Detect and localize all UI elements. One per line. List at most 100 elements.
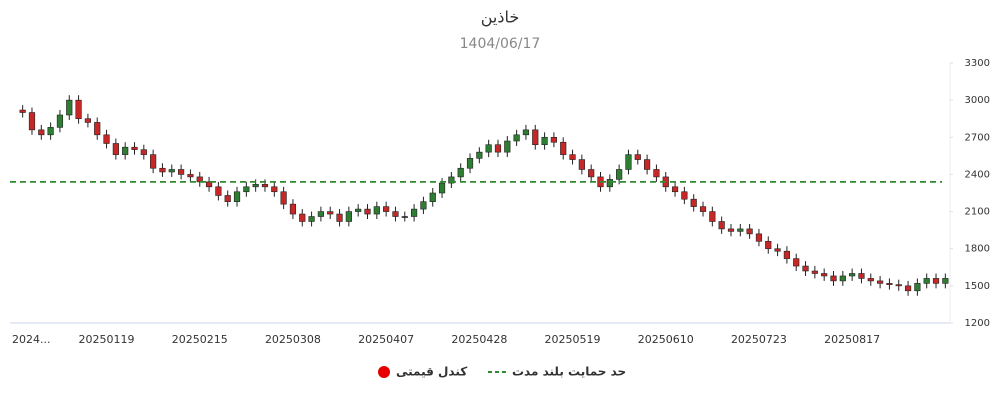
x-tick-label: 2024... [12, 333, 50, 346]
candle-body [606, 179, 613, 188]
candle-body [299, 213, 306, 222]
candle-body [466, 158, 474, 169]
candle-body [196, 176, 203, 183]
candle-body [75, 99, 82, 120]
candle-body [494, 144, 502, 153]
candle-body [261, 184, 269, 188]
y-tick-label: 3300 [965, 58, 990, 69]
candle-body [476, 151, 483, 159]
legend-candle-swatch [378, 366, 390, 378]
candle-body [550, 136, 557, 143]
y-tick-label: 1200 [965, 318, 990, 329]
x-tick-label: 20250817 [824, 333, 880, 346]
candle-body [355, 208, 362, 212]
candle-body [504, 140, 511, 153]
candle-body [308, 216, 315, 222]
candle-body [904, 285, 912, 292]
candle-body [345, 211, 352, 222]
candle-body [737, 228, 744, 232]
candle-body [103, 134, 110, 144]
legend-candle-label: کندل قیمتی [396, 365, 467, 379]
x-tick-label: 20250215 [172, 333, 228, 346]
candle-body [122, 146, 129, 155]
y-tick-label: 3000 [965, 95, 990, 106]
x-tick-label: 20250119 [79, 333, 135, 346]
candle-body [718, 221, 725, 230]
candle-body [327, 211, 334, 215]
candle-body [317, 211, 325, 217]
candle-body [653, 169, 660, 178]
candle-body [159, 167, 166, 173]
x-tick-label: 20250407 [358, 333, 414, 346]
candle-body [150, 154, 157, 169]
candle-body [56, 114, 64, 128]
candle-body [448, 176, 455, 184]
candle-body [271, 186, 278, 193]
candle-body [252, 184, 259, 188]
candle-body [914, 283, 921, 292]
y-tick-label: 2100 [965, 207, 990, 218]
y-tick-label: 2700 [965, 132, 990, 143]
candle-body [802, 265, 809, 272]
candle-body [522, 129, 530, 136]
x-tick-label: 20250308 [265, 333, 321, 346]
candle-body [858, 273, 865, 279]
candle-body [457, 167, 464, 178]
candle-body [289, 203, 297, 215]
candle-body [811, 270, 818, 274]
candle-body [140, 149, 147, 155]
candle-body [215, 186, 222, 196]
y-tick-label: 1500 [965, 281, 990, 292]
candle-body [821, 273, 828, 277]
candle-body [895, 284, 902, 287]
candle-body [438, 182, 446, 194]
candle-body [429, 192, 436, 202]
candle-body [727, 228, 735, 232]
candle-body [532, 129, 539, 146]
y-tick-label: 2400 [965, 169, 990, 180]
candle-body [849, 273, 856, 277]
candle-body [224, 195, 231, 202]
legend-support-label: حد حمایت بلند مدت [512, 365, 626, 379]
x-tick-label: 20250428 [451, 333, 507, 346]
candle-body [876, 280, 884, 284]
x-tick-label: 20250723 [731, 333, 787, 346]
candle-body [588, 169, 595, 178]
y-tick-label: 1800 [965, 244, 990, 255]
candle-body [336, 213, 343, 222]
candle-body [205, 181, 213, 188]
candle-body [886, 283, 893, 285]
candle-body [681, 191, 688, 200]
candle-body [755, 233, 763, 242]
candle-body [774, 248, 781, 252]
candle-body [84, 118, 91, 123]
chart-subtitle: 1404/06/17 [460, 36, 541, 52]
candle-body [485, 144, 492, 153]
candle-body [634, 154, 641, 160]
candle-body [178, 169, 185, 175]
candle-body [643, 159, 651, 170]
candle-body [867, 278, 874, 282]
candle-body [942, 278, 949, 284]
candle-body [746, 228, 753, 235]
candle-body [94, 122, 101, 136]
candle-body [410, 208, 418, 217]
candle-body [392, 211, 399, 217]
candle-body [28, 112, 36, 131]
candle-body [783, 250, 790, 259]
candle-body [578, 159, 585, 170]
candle-body [401, 216, 408, 218]
candle-body [699, 206, 707, 212]
candle-body [168, 169, 175, 173]
candle-body [420, 201, 427, 210]
candle-body [364, 208, 371, 215]
candle-body [541, 136, 548, 146]
candle-body [616, 169, 623, 180]
x-tick-label: 20250610 [638, 333, 694, 346]
candle-body [233, 191, 241, 202]
candle-body [765, 240, 772, 250]
candle-body [560, 141, 567, 155]
candle-body [131, 146, 138, 150]
candle-body [839, 275, 846, 282]
